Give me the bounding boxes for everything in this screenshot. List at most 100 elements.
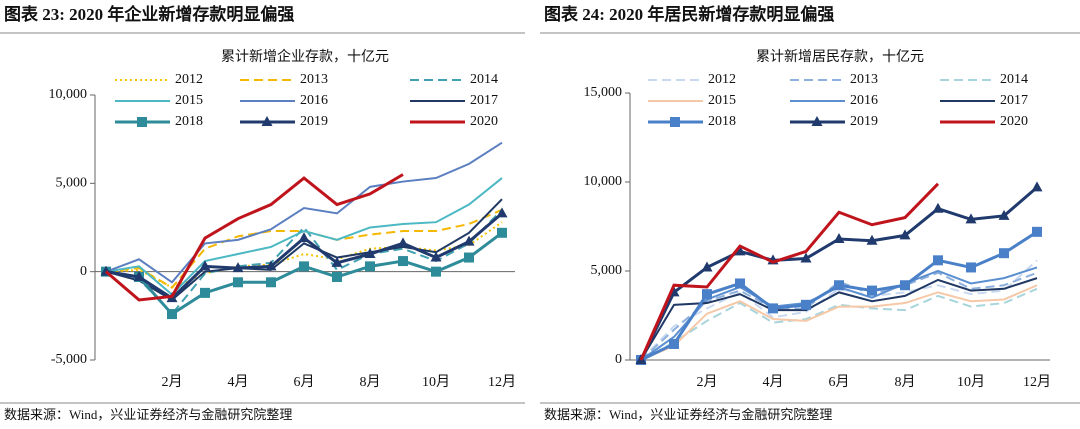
marker <box>397 237 409 248</box>
marker <box>364 248 376 258</box>
legend-label: 2018 <box>708 114 736 129</box>
x-tick-label: 4月 <box>763 374 784 390</box>
legend-marker <box>670 117 680 127</box>
marker <box>430 251 442 262</box>
marker <box>867 285 877 296</box>
marker <box>200 287 210 298</box>
marker <box>1031 181 1043 192</box>
legend-marker <box>811 116 823 126</box>
x-tick-label: 2月 <box>697 374 718 390</box>
series-line <box>105 141 503 284</box>
subtitle: 累计新增企业存款，十亿元 <box>221 48 389 65</box>
x-tick-label: 2月 <box>162 374 183 390</box>
marker <box>933 255 943 266</box>
x-tick-label: 8月 <box>895 374 916 390</box>
legend-label: 2017 <box>470 93 498 108</box>
legend-label: 2018 <box>175 114 203 129</box>
legend-marker <box>137 117 147 127</box>
y-tick-label: 15,000 <box>584 85 623 100</box>
marker <box>801 299 811 310</box>
y-tick-label: 5,000 <box>591 263 623 278</box>
marker <box>463 235 475 246</box>
legend-label: 2013 <box>850 72 878 87</box>
legend-label: 2015 <box>708 93 736 108</box>
legend-label: 2019 <box>850 114 878 129</box>
y-tick-label: 0 <box>80 264 87 279</box>
legend-label: 2016 <box>300 93 328 108</box>
x-tick-label: 12月 <box>1023 374 1051 390</box>
x-tick-label: 12月 <box>488 374 516 390</box>
legend-label: 2015 <box>175 93 203 108</box>
marker <box>496 207 508 218</box>
marker <box>702 289 712 300</box>
marker <box>735 278 745 289</box>
legend-label: 2017 <box>1000 93 1028 108</box>
series-line <box>640 230 1038 362</box>
legend-marker <box>261 116 273 126</box>
source: 数据来源：Wind，兴业证券经济与金融研究院整理 <box>4 407 292 422</box>
legend-label: 2012 <box>708 72 736 87</box>
y-tick-label: -5,000 <box>51 352 87 367</box>
y-tick-label: 10,000 <box>49 87 88 102</box>
marker <box>167 309 177 320</box>
series-line <box>105 231 503 317</box>
marker <box>998 209 1010 220</box>
x-tick-label: 8月 <box>360 374 381 390</box>
marker <box>431 266 441 277</box>
legend-label: 2013 <box>300 72 328 87</box>
series-line <box>639 182 940 361</box>
legend-label: 2020 <box>1000 114 1028 129</box>
marker <box>331 256 343 267</box>
marker <box>669 338 679 349</box>
marker <box>133 270 145 281</box>
series-line <box>640 284 1038 361</box>
marker <box>866 234 878 245</box>
marker <box>701 261 713 272</box>
marker <box>900 280 910 291</box>
series-line <box>640 259 1038 361</box>
x-tick-label: 6月 <box>294 374 315 390</box>
subtitle: 累计新增居民存款，十亿元 <box>756 49 924 65</box>
series-line <box>640 277 1038 361</box>
marker <box>233 277 243 288</box>
marker <box>932 202 944 213</box>
marker <box>965 213 977 224</box>
marker <box>398 256 408 267</box>
x-tick-label: 10月 <box>957 374 985 390</box>
legend-label: 2019 <box>300 114 328 129</box>
legend-label: 2016 <box>850 93 878 108</box>
y-tick-label: 5,000 <box>56 176 88 191</box>
series-line <box>640 271 1038 361</box>
legend-label: 2014 <box>1000 72 1028 87</box>
marker <box>734 245 746 256</box>
legend-label: 2014 <box>470 72 498 87</box>
marker <box>999 248 1009 259</box>
marker <box>497 227 507 238</box>
marker <box>1032 226 1042 237</box>
x-tick-label: 10月 <box>422 374 450 390</box>
marker <box>800 252 812 263</box>
legend-label: 2020 <box>470 114 498 129</box>
marker <box>299 261 309 272</box>
marker <box>966 262 976 273</box>
legend-label: 2012 <box>175 72 203 87</box>
marker <box>332 271 342 282</box>
series-line <box>105 173 404 302</box>
marker <box>266 277 276 288</box>
marker <box>298 232 310 243</box>
series-line <box>105 212 503 301</box>
source: 数据来源：Wind，兴业证券经济与金融研究院整理 <box>544 407 832 422</box>
marker <box>834 280 844 291</box>
y-tick-label: 10,000 <box>584 174 623 189</box>
marker <box>199 260 211 271</box>
chart-title: 图表 23: 2020 年企业新增存款明显偏强 <box>4 4 294 24</box>
marker <box>833 232 845 243</box>
marker <box>464 252 474 263</box>
chart-title: 图表 24: 2020 年居民新增存款明显偏强 <box>544 4 834 24</box>
marker <box>265 260 277 271</box>
marker <box>899 229 911 240</box>
x-tick-label: 4月 <box>228 374 249 390</box>
marker <box>365 261 375 272</box>
series-line <box>640 287 1038 361</box>
